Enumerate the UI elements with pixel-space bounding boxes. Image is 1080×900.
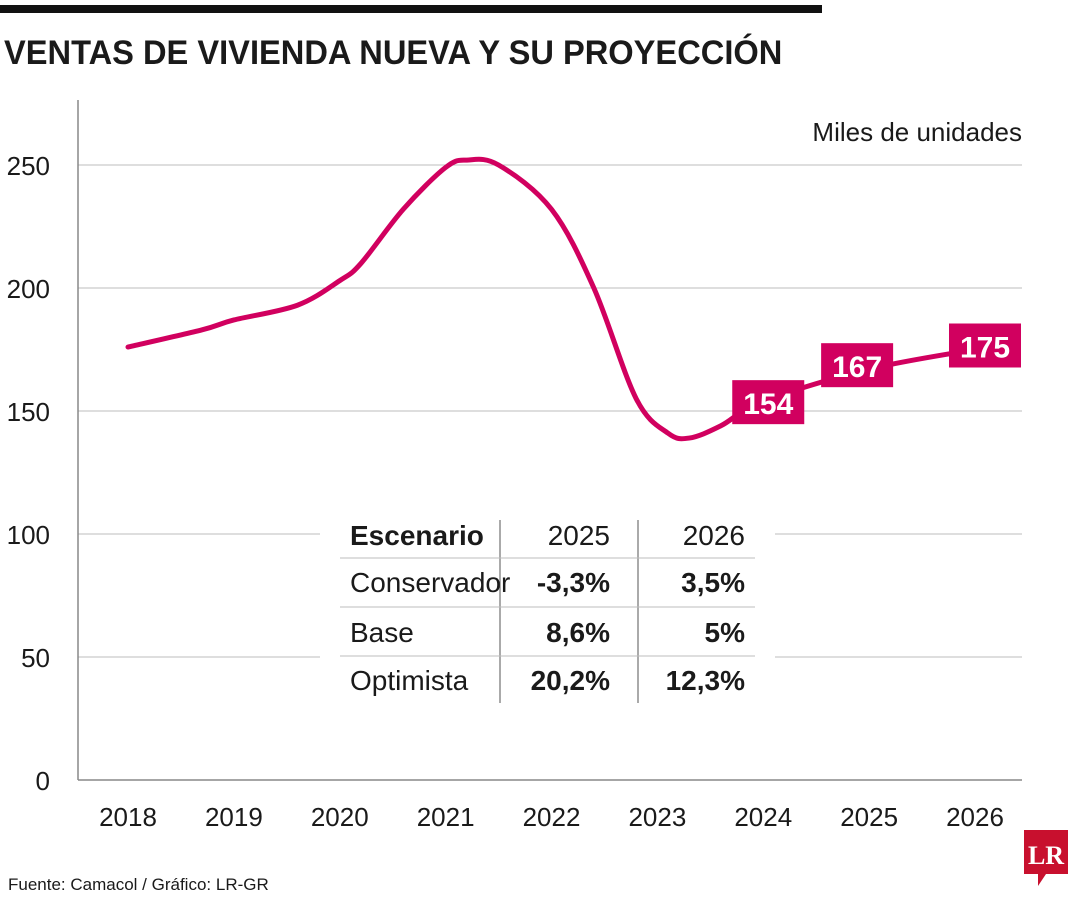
data-label: 175	[949, 323, 1021, 368]
scenario-table: Escenario 2025 2026 Conservador -3,3% 3,5% Bas…	[320, 505, 775, 720]
data-label: 167	[821, 343, 894, 388]
x-tick-label: 2020	[311, 802, 369, 832]
source-note: Fuente: Camacol / Gráfico: LR-GR	[8, 875, 269, 894]
top-rule	[0, 5, 822, 13]
y-tick-label: 150	[7, 397, 50, 427]
y-tick-label: 100	[7, 520, 50, 550]
x-tick-label: 2025	[840, 802, 898, 832]
gridlines	[78, 164, 1022, 658]
table-cell: 12,3%	[666, 665, 745, 696]
series-line	[125, 156, 978, 442]
svg-text:LR: LR	[1028, 841, 1064, 870]
x-tick-label: 2023	[628, 802, 686, 832]
data-labels: 154 167 175	[732, 323, 1021, 425]
table-cell: Conservador	[350, 567, 510, 598]
table-cell: Optimista	[350, 665, 469, 696]
data-label-text: 154	[743, 388, 793, 421]
table-background	[320, 505, 775, 720]
y-tick-labels: 0 50 100 150 200 250	[7, 151, 50, 796]
y-tick-label: 0	[36, 766, 50, 796]
lr-logo: LR	[1024, 830, 1068, 886]
x-tick-label: 2022	[523, 802, 581, 832]
x-tick-label: 2019	[205, 802, 263, 832]
table-header: 2025	[548, 520, 610, 551]
x-tick-label: 2018	[99, 802, 157, 832]
x-tick-label: 2026	[946, 802, 1004, 832]
x-tick-label: 2021	[417, 802, 475, 832]
x-tick-label: 2024	[734, 802, 792, 832]
table-cell: 5%	[705, 617, 746, 648]
y-tick-label: 50	[21, 643, 50, 673]
table-header: 2026	[683, 520, 745, 551]
data-label-box	[949, 323, 1021, 368]
data-label-box	[821, 343, 894, 388]
data-label-text: 167	[832, 351, 882, 384]
chart-title: VENTAS DE VIVIENDA NUEVA Y SU PROYECCIÓN	[4, 33, 782, 72]
table-cell: -3,3%	[537, 567, 610, 598]
y-tick-label: 250	[7, 151, 50, 181]
data-label-text: 175	[960, 332, 1010, 365]
data-label-box	[732, 380, 805, 425]
table-cell: Base	[350, 617, 414, 648]
table-header: Escenario	[350, 520, 484, 551]
table-cell: 20,2%	[531, 665, 610, 696]
data-label: 154	[732, 380, 805, 425]
table-cell: 8,6%	[546, 617, 610, 648]
unit-label: Miles de unidades	[812, 117, 1022, 147]
y-tick-label: 200	[7, 274, 50, 304]
table-cell: 3,5%	[681, 567, 745, 598]
x-tick-labels: 2018 2019 2020 2021 2022 2023 2024 2025 2026	[99, 802, 1004, 832]
